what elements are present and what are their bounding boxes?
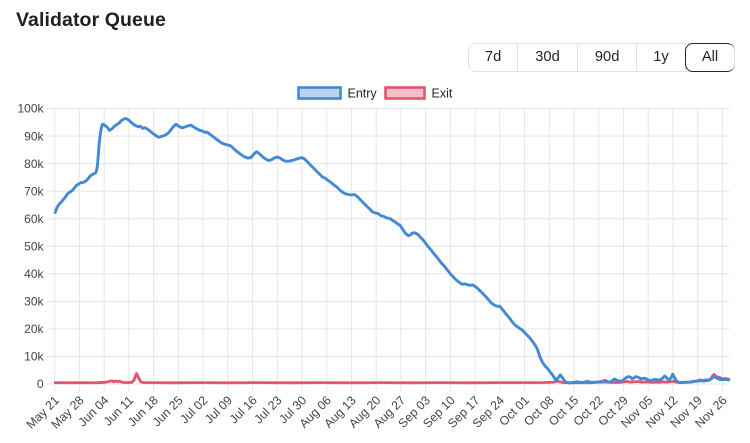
svg-text:80k: 80k (24, 157, 44, 171)
svg-text:Entry: Entry (348, 86, 378, 100)
svg-text:40k: 40k (24, 267, 44, 281)
svg-text:20k: 20k (24, 322, 44, 336)
svg-text:10k: 10k (24, 350, 44, 364)
svg-text:60k: 60k (24, 212, 44, 226)
svg-text:Jul 16: Jul 16 (227, 393, 260, 426)
svg-text:Exit: Exit (432, 86, 453, 100)
svg-text:90k: 90k (24, 129, 44, 143)
svg-text:70k: 70k (24, 184, 44, 198)
svg-text:0: 0 (37, 377, 44, 391)
svg-text:30k: 30k (24, 295, 44, 309)
svg-text:100k: 100k (17, 102, 44, 116)
svg-text:50k: 50k (24, 240, 44, 254)
